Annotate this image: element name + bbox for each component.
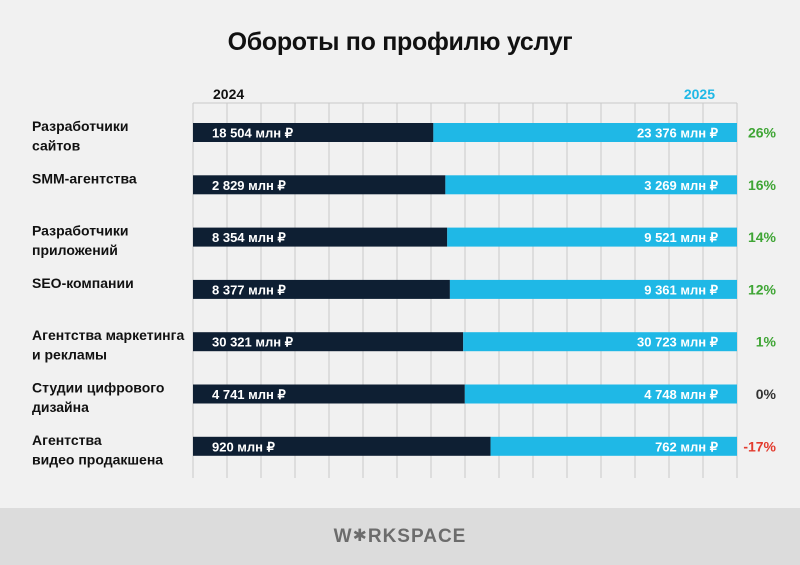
category-label: Агентства — [32, 432, 102, 448]
growth-label: 26% — [748, 125, 777, 141]
data-label-2025: 762 млн ₽ — [655, 439, 719, 454]
bar-2024 — [193, 175, 446, 195]
category-label: Агентства маркетинга — [32, 327, 184, 343]
bar-2025 — [445, 175, 737, 195]
data-label-2025: 23 376 млн ₽ — [637, 126, 719, 141]
category-label: Разработчики — [32, 223, 128, 239]
data-label-2025: 4 748 млн ₽ — [644, 387, 718, 402]
category-label: SMM-агентства — [32, 170, 137, 186]
category-label: приложений — [32, 242, 118, 258]
category-label: Разработчики — [32, 118, 128, 134]
legend-2024: 2024 — [213, 86, 244, 102]
logo-star-icon: ✱ — [352, 526, 368, 545]
data-label-2024: 30 321 млн ₽ — [212, 335, 294, 350]
bar-2025 — [433, 123, 737, 142]
bar-2024 — [193, 332, 464, 352]
bar-2025 — [449, 279, 737, 299]
data-label-2025: 9 361 млн ₽ — [644, 282, 718, 297]
category-label: и рекламы — [32, 347, 107, 363]
chart-title: Обороты по профилю услуг — [227, 28, 573, 56]
data-label-2024: 18 504 млн ₽ — [212, 126, 294, 141]
data-label-2024: 920 млн ₽ — [212, 439, 276, 454]
data-label-2024: 8 354 млн ₽ — [212, 230, 286, 245]
category-label: дизайна — [32, 399, 89, 415]
bar-2025 — [447, 227, 737, 247]
category-label: видео продакшена — [32, 451, 163, 467]
data-label-2024: 8 377 млн ₽ — [212, 282, 286, 297]
category-label: сайтов — [32, 138, 81, 154]
data-label-2024: 2 829 млн ₽ — [212, 178, 286, 193]
bar-2024 — [193, 123, 434, 142]
growth-label: 12% — [748, 281, 777, 297]
bar-2024 — [193, 436, 491, 456]
growth-label: -17% — [743, 438, 776, 454]
category-label: Студии цифрового — [32, 380, 164, 396]
data-label-2024: 4 741 млн ₽ — [212, 387, 286, 402]
data-label-2025: 9 521 млн ₽ — [644, 230, 718, 245]
data-label-2025: 30 723 млн ₽ — [637, 335, 719, 350]
workspace-logo: W✱RKSPACE — [333, 526, 467, 547]
growth-label: 1% — [756, 334, 777, 350]
footer: W✱RKSPACE — [0, 508, 800, 565]
growth-label: 0% — [756, 386, 777, 402]
bar-2025 — [490, 436, 737, 456]
category-label: SEO-компании — [32, 275, 134, 291]
data-label-2025: 3 269 млн ₽ — [644, 178, 718, 193]
bar-2025 — [464, 384, 737, 404]
growth-label: 14% — [748, 229, 777, 245]
legend-2025: 2025 — [684, 86, 715, 102]
bar-2024 — [193, 279, 450, 299]
bar-2024 — [193, 384, 465, 404]
bar-chart: 2024 2025 18 504 млн ₽ 23 376 млн ₽ Разработ… — [32, 86, 777, 478]
growth-label: 16% — [748, 177, 777, 193]
bar-2025 — [463, 332, 737, 352]
bar-2024 — [193, 227, 448, 247]
